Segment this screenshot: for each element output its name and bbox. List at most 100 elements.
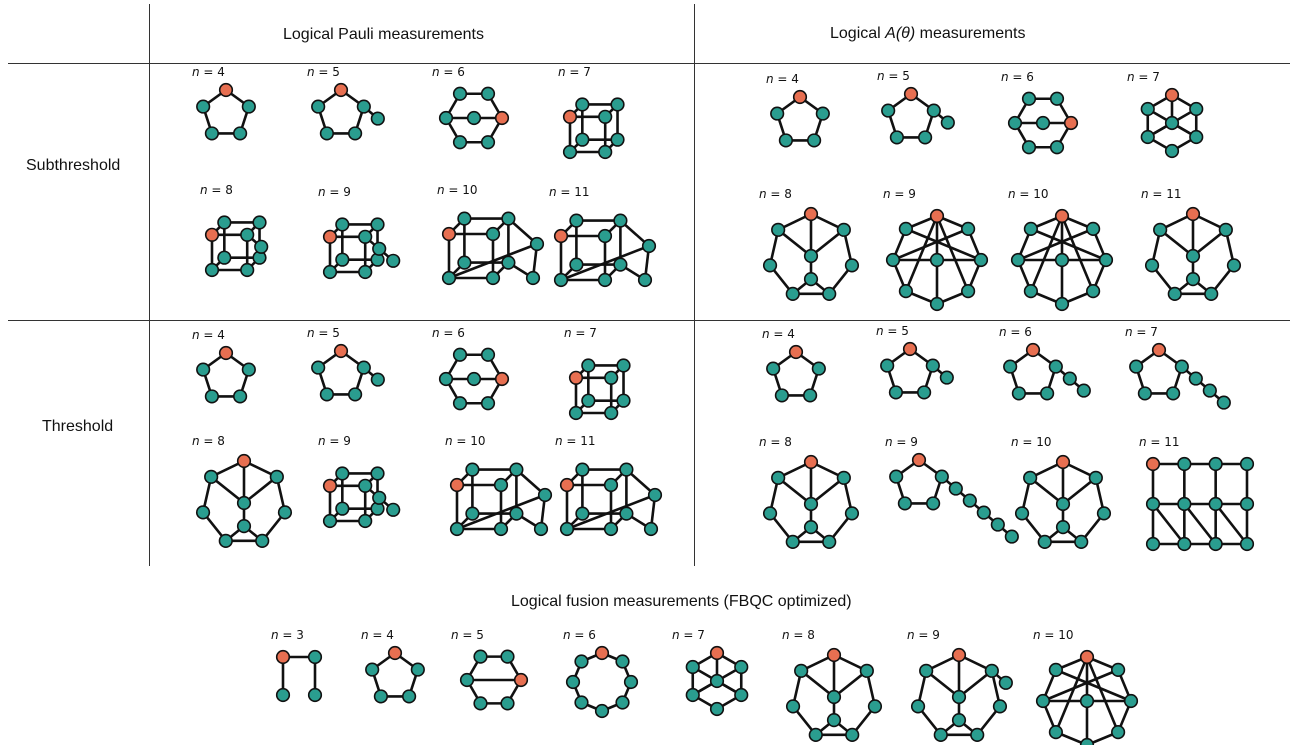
qubit-node [794, 663, 809, 678]
qubit-node [1023, 221, 1038, 236]
qubit-node [973, 252, 989, 268]
qubit-node [709, 701, 725, 717]
qubit-node [1048, 662, 1063, 677]
qubit-node [803, 271, 819, 287]
qubit-node [976, 505, 991, 520]
qubit-node [574, 654, 589, 669]
qubit-node [762, 506, 778, 521]
qubit-node [597, 272, 613, 288]
output-qubit-node [387, 645, 403, 661]
graph-21: n = 8 [192, 434, 293, 548]
graph-edge [560, 244, 650, 282]
qubit-node [951, 712, 967, 728]
graph-edge [456, 493, 546, 531]
graph-9: n = 4 [766, 72, 830, 148]
output-qubit-node [1145, 456, 1161, 472]
qubit-node [493, 521, 509, 537]
output-qubit-node [441, 226, 457, 242]
qubit-node [1177, 456, 1192, 472]
output-qubit-node [218, 345, 234, 361]
graph-label: n = 10 [1011, 435, 1052, 449]
qubit-node [604, 370, 619, 385]
qubit-node [811, 361, 826, 376]
qubit-node [335, 252, 350, 267]
qubit-node [610, 132, 625, 147]
qubit-node [480, 86, 496, 101]
qubit-node [410, 662, 425, 677]
qubit-node [1023, 284, 1038, 299]
graph-edge [892, 227, 969, 262]
qubit-node [204, 262, 220, 278]
graph-14: n = 9 [883, 187, 989, 312]
output-qubit-node [236, 453, 252, 469]
output-qubit-node [494, 371, 510, 387]
graph-label: n = 3 [271, 628, 304, 642]
qubit-node [1123, 693, 1139, 709]
graph-label: n = 11 [549, 185, 590, 199]
qubit-node [1055, 496, 1071, 512]
qubit-node [240, 227, 255, 242]
qubit-node [217, 250, 232, 265]
qubit-node [615, 654, 630, 669]
qubit-node [575, 132, 590, 147]
qubit-node [880, 358, 895, 373]
qubit-node [1040, 386, 1055, 401]
graph-2: n = 5 [307, 65, 385, 141]
qubit-node [889, 469, 904, 484]
output-qubit-node [792, 89, 808, 105]
qubit-node [509, 506, 524, 521]
qubit-node [500, 696, 515, 711]
graph-22: n = 9 [318, 434, 401, 529]
qubit-node [598, 109, 613, 124]
qubit-node [613, 257, 628, 272]
qubit-node [1226, 258, 1242, 273]
graph-10: n = 5 [877, 69, 955, 145]
qubit-node [370, 111, 385, 126]
qubit-node [195, 505, 211, 520]
output-qubit-node [1055, 454, 1071, 470]
qubit-node [778, 133, 793, 148]
qubit-node [480, 396, 496, 411]
qubit-node [1054, 252, 1070, 268]
qubit-node [480, 135, 496, 150]
qubit-node [473, 696, 488, 711]
graph-35: n = 5 [451, 628, 529, 711]
graph-label: n = 11 [555, 434, 596, 448]
graph-label: n = 11 [1139, 435, 1180, 449]
qubit-node [1010, 252, 1026, 268]
divider-left [149, 4, 150, 566]
qubit-node [619, 506, 634, 521]
output-qubit-node [494, 110, 510, 126]
qubit-node [322, 513, 338, 529]
graph-label: n = 7 [672, 628, 705, 642]
qubit-node [1003, 359, 1018, 374]
graph-label: n = 5 [451, 628, 484, 642]
qubit-node [926, 496, 941, 511]
qubit-node [241, 99, 256, 114]
output-qubit-node [803, 454, 819, 470]
qubit-node [597, 228, 613, 244]
qubit-node [196, 99, 211, 114]
qubit-node [641, 238, 657, 254]
qubit-node [438, 110, 454, 126]
qubit-node [1185, 248, 1201, 264]
qubit-node [574, 695, 589, 710]
graph-label: n = 7 [564, 326, 597, 340]
graph-label: n = 9 [318, 185, 351, 199]
output-qubit-node [513, 672, 529, 688]
qubit-node [402, 689, 417, 704]
qubit-node [493, 477, 509, 493]
qubit-node [473, 649, 488, 664]
header-pauli: Logical Pauli measurements [283, 26, 484, 43]
qubit-node [457, 211, 472, 226]
qubit-node [252, 215, 267, 230]
qubit-node [889, 130, 904, 145]
qubit-node [598, 144, 613, 160]
graph-edge [1151, 503, 1186, 545]
qubit-node [910, 699, 926, 714]
qubit-node [933, 727, 948, 742]
graph-label: n = 10 [1033, 628, 1074, 642]
graph-20: n = 7 [564, 326, 631, 421]
qubit-node [637, 272, 653, 288]
graph-33: n = 3 [271, 628, 323, 703]
